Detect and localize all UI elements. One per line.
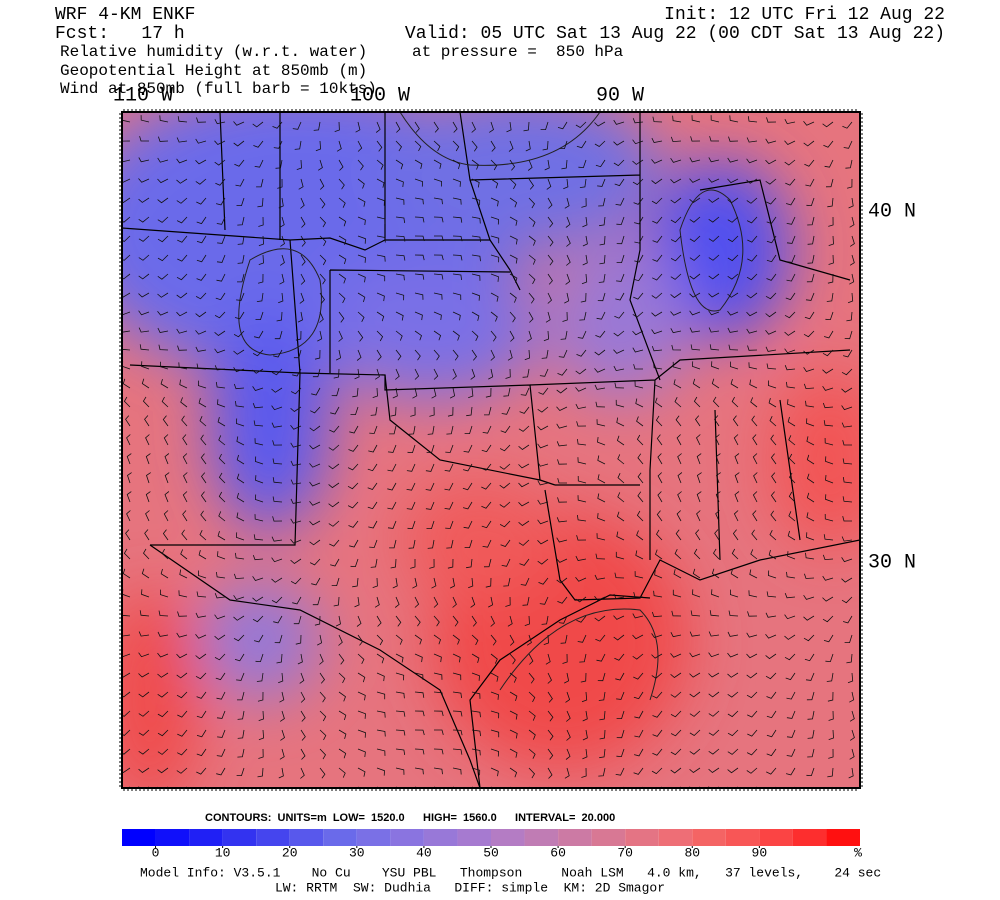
model-info: Model Info: V3.5.1 No Cu YSU PBL Thompso…	[140, 865, 881, 880]
colorbar-box	[222, 829, 257, 846]
lat-label: 40 N	[868, 200, 916, 223]
height-contours	[238, 112, 744, 701]
state-borders	[122, 112, 860, 788]
colorbar-box	[725, 829, 760, 846]
colorbar: 0 10 20 30 40 50 60 70 80 90%	[122, 829, 862, 860]
colorbar-label: 10	[215, 845, 231, 860]
colorbar-label: 30	[349, 845, 365, 860]
colorbar-box	[457, 829, 491, 846]
model-info: LW: RRTM SW: Dudhia DIFF: simple KM: 2D …	[275, 880, 665, 895]
forecast: Fcst: 17 h	[55, 24, 185, 44]
colorbar-box	[625, 829, 659, 846]
colorbar-label: 90	[752, 845, 768, 860]
colorbar-box	[122, 829, 156, 846]
field: Relative humidity (w.r.t. water)	[60, 43, 367, 61]
colorbar-box	[491, 829, 525, 846]
valid-time: Valid: 05 UTC Sat 13 Aug 22 (00 CDT Sat …	[405, 24, 945, 44]
pressure: at pressure = 850 hPa	[412, 43, 624, 61]
colorbar-label: 20	[282, 845, 298, 860]
lon-label: 90 W	[596, 84, 644, 107]
colorbar-box	[390, 829, 424, 846]
map	[122, 112, 860, 788]
colorbar-box	[256, 829, 290, 846]
colorbar-box	[759, 829, 793, 846]
colorbar-label: 50	[483, 845, 499, 860]
colorbar-box	[826, 829, 860, 846]
colorbar-label: 70	[617, 845, 633, 860]
colorbar-box	[289, 829, 324, 846]
lon-label: 110 W	[113, 84, 173, 107]
colorbar-box	[692, 829, 726, 846]
colorbar-label: 40	[416, 845, 432, 860]
colorbar-box	[792, 829, 827, 846]
colorbar-box	[189, 829, 223, 846]
colorbar-label: 60	[550, 845, 566, 860]
lon-label: 100 W	[350, 84, 410, 107]
colorbar-label: 80	[684, 845, 700, 860]
frame-ticks	[119, 109, 863, 791]
colorbar-box	[423, 829, 458, 846]
colorbar-box	[591, 829, 626, 846]
contour-info: CONTOURS: UNITS=m LOW= 1520.0 HIGH= 1560…	[205, 812, 615, 824]
humidity-field	[122, 112, 860, 788]
colorbar-unit: %	[854, 845, 862, 860]
lat-label: 30 N	[868, 551, 916, 574]
title: WRF 4-KM ENKF	[55, 5, 195, 25]
colorbar-box	[323, 829, 357, 846]
field: Geopotential Height at 850mb (m)	[60, 62, 367, 80]
colorbar-label: 0	[152, 845, 160, 860]
colorbar-box	[558, 829, 592, 846]
colorbar-box	[524, 829, 559, 846]
init-time: Init: 12 UTC Fri 12 Aug 22	[664, 5, 945, 25]
field: Wind at 850mb (full barb = 10kts)	[60, 80, 377, 98]
colorbar-box	[356, 829, 391, 846]
colorbar-box	[658, 829, 693, 846]
colorbar-box	[155, 829, 190, 846]
